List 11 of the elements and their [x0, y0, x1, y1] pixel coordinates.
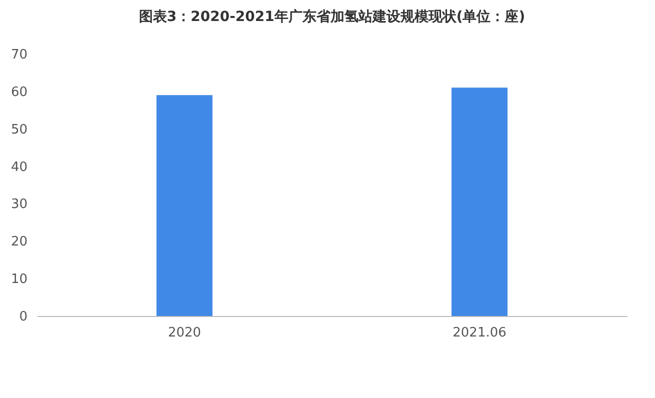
y-tick-label: 30	[10, 197, 28, 212]
y-tick-label: 50	[10, 122, 28, 138]
y-tick-label: 40	[10, 160, 28, 175]
y-tick-label: 10	[10, 272, 28, 288]
x-tick-label: 2020	[168, 326, 202, 340]
y-tick-label: 70	[10, 48, 28, 62]
y-tick-label: 60	[10, 84, 28, 100]
y-tick-label: 20	[10, 234, 28, 250]
y-tick-label: 0	[19, 310, 28, 324]
x-tick-label: 2021.06	[452, 326, 506, 340]
chart-title: 图表3：2020-2021年广东省加氢站建设规模现状(单位：座)	[138, 8, 526, 25]
